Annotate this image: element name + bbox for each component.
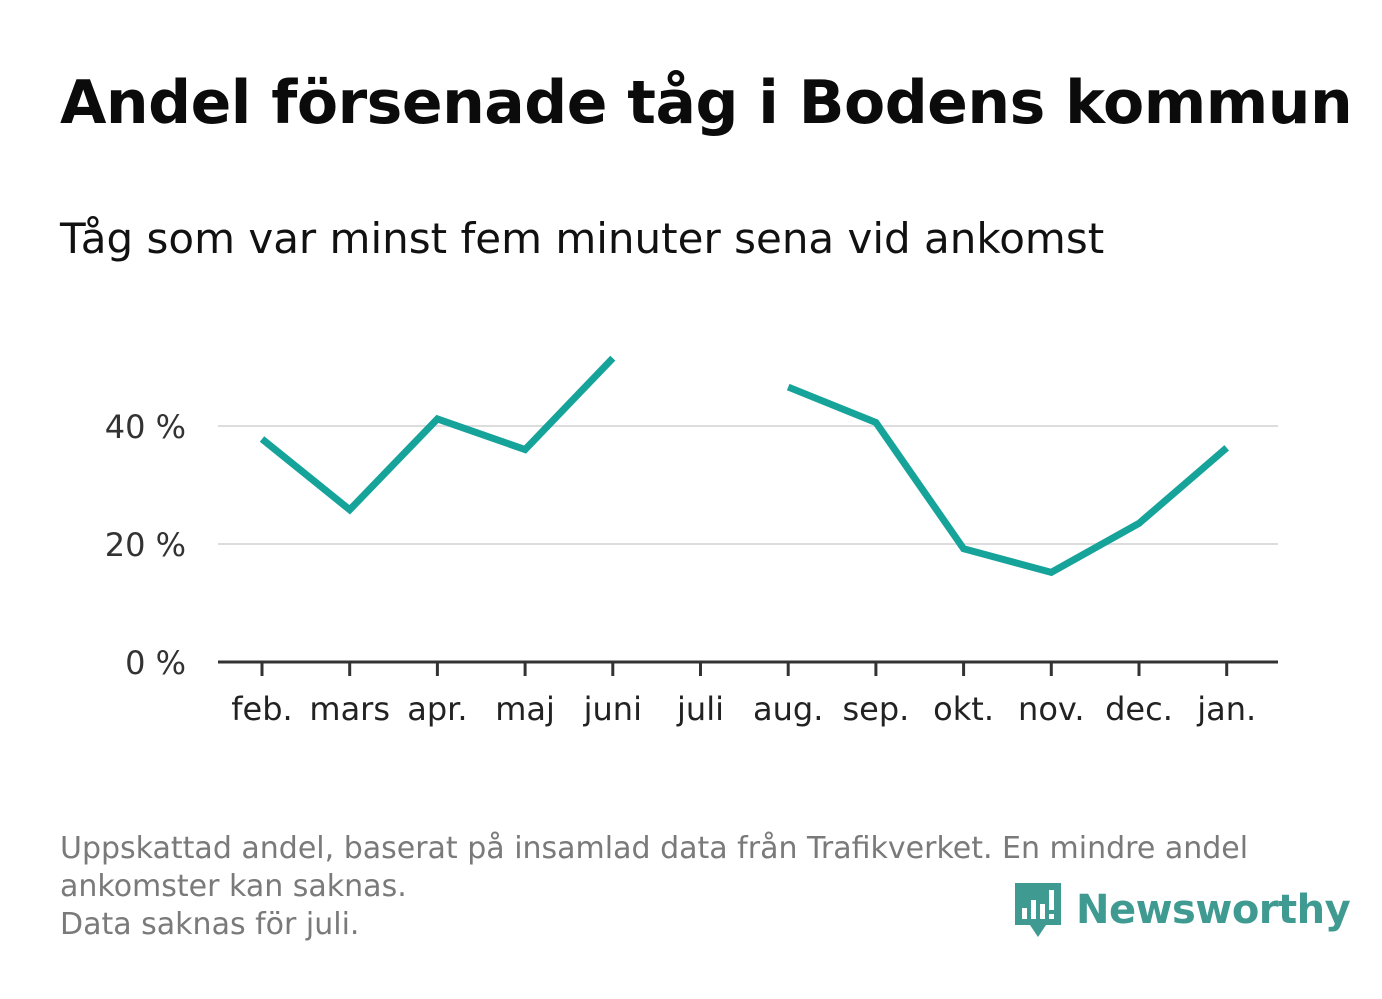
brand-name: Newsworthy <box>1076 887 1351 933</box>
x-tick-label-1: mars <box>309 690 390 728</box>
footnote-line-3: Data saknas för juli. <box>60 907 360 942</box>
footnote-line-1: Uppskattad andel, baserat på insamlad da… <box>60 831 1249 866</box>
series-0-segment-0 <box>259 355 616 515</box>
x-tick-label-11: jan. <box>1196 690 1256 728</box>
y-axis-ticks: 0 % 20 % 40 % <box>105 408 186 682</box>
x-tick-label-2: apr. <box>407 690 467 728</box>
chart-title: Andel försenade tåg i Bodens kommun <box>60 68 1353 138</box>
x-tick-label-7: sep. <box>842 690 909 728</box>
chart-subtitle: Tåg som var minst fem minuter sena vid a… <box>60 214 1105 263</box>
y-tick-label-20: 20 % <box>105 526 186 564</box>
x-tick-label-3: maj <box>495 690 555 728</box>
newsworthy-logo-icon <box>1015 883 1061 937</box>
x-tick-label-9: nov. <box>1018 690 1084 728</box>
x-tick-label-6: aug. <box>753 690 823 728</box>
brand-logo: Newsworthy <box>1012 880 1351 940</box>
y-tick-label-0: 0 % <box>125 644 186 682</box>
x-tick-label-10: dec. <box>1105 690 1173 728</box>
x-tick-label-8: okt. <box>933 690 994 728</box>
series-lines <box>259 355 1229 577</box>
x-tick-label-0: feb. <box>231 690 292 728</box>
x-tick-label-4: juni <box>583 690 642 728</box>
x-tick-label-5: juli <box>676 690 724 728</box>
footnote-line-2: ankomster kan saknas. <box>60 869 407 904</box>
x-axis: feb. mars apr. maj juni juli aug. sep. okt. nov. d… <box>218 660 1278 728</box>
line-chart: 0 % 20 % 40 % feb. mars apr. maj juni juli aug. s… <box>105 355 1278 728</box>
y-tick-label-40: 40 % <box>105 408 186 446</box>
series-0-segment-1 <box>786 383 1229 577</box>
footnote: Uppskattad andel, baserat på insamlad da… <box>60 830 1310 944</box>
